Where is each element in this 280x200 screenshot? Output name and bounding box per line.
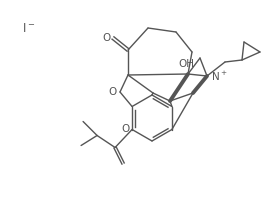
Text: I$^-$: I$^-$ xyxy=(22,22,35,35)
Text: OH: OH xyxy=(178,59,194,69)
Text: O: O xyxy=(121,123,129,133)
Text: O: O xyxy=(108,87,116,97)
Text: N$^+$: N$^+$ xyxy=(211,69,228,82)
Text: O: O xyxy=(102,33,110,43)
